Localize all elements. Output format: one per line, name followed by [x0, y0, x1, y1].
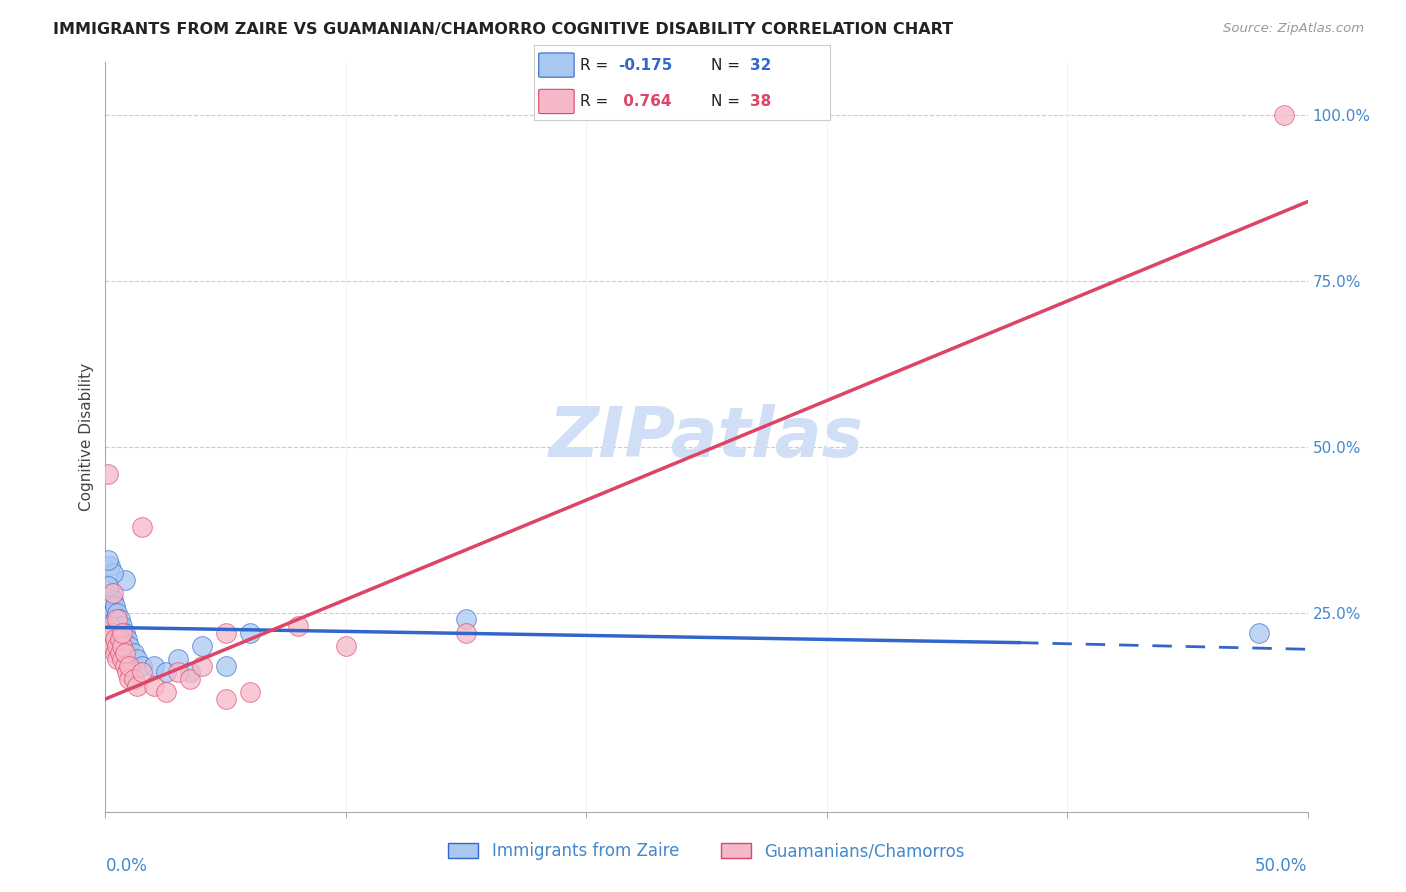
Point [190, 639, 212, 653]
Point [108, 632, 131, 647]
Point [108, 612, 131, 626]
Text: 38: 38 [749, 94, 770, 109]
Point [111, 639, 134, 653]
Point [97, 553, 120, 567]
Text: N =: N = [711, 58, 745, 72]
Point [107, 619, 129, 633]
Legend: Immigrants from Zaire, Guamanians/Chamorros: Immigrants from Zaire, Guamanians/Chamor… [441, 836, 972, 867]
Point [239, 685, 262, 699]
Point [115, 665, 138, 680]
Point [107, 612, 129, 626]
Point [107, 606, 129, 620]
Point [239, 625, 262, 640]
Point [1249, 625, 1271, 640]
Point [118, 672, 141, 686]
Point [98, 559, 121, 574]
Point [101, 586, 124, 600]
Point [108, 646, 131, 660]
Point [98, 586, 121, 600]
Y-axis label: Cognitive Disability: Cognitive Disability [79, 363, 94, 511]
Point [111, 652, 134, 666]
Text: IMMIGRANTS FROM ZAIRE VS GUAMANIAN/CHAMORRO COGNITIVE DISABILITY CORRELATION CHA: IMMIGRANTS FROM ZAIRE VS GUAMANIAN/CHAMO… [53, 22, 953, 37]
Point [111, 625, 134, 640]
Point [179, 665, 201, 680]
FancyBboxPatch shape [538, 53, 574, 78]
Point [101, 625, 124, 640]
Point [142, 658, 165, 673]
Point [214, 658, 236, 673]
Point [124, 672, 146, 686]
Point [114, 573, 136, 587]
Point [98, 619, 121, 633]
Text: Source: ZipAtlas.com: Source: ZipAtlas.com [1223, 22, 1364, 36]
Point [214, 692, 236, 706]
Text: R =: R = [581, 94, 613, 109]
Point [131, 519, 153, 533]
Text: 0.764: 0.764 [619, 94, 672, 109]
Point [104, 646, 127, 660]
Point [97, 625, 120, 640]
Point [101, 592, 124, 607]
Point [454, 612, 477, 626]
Point [155, 685, 177, 699]
Text: N =: N = [711, 94, 745, 109]
Point [166, 665, 188, 680]
Point [179, 672, 201, 686]
Text: 32: 32 [749, 58, 772, 72]
Point [98, 599, 121, 614]
Point [111, 619, 134, 633]
Point [97, 467, 120, 481]
Text: 50.0%: 50.0% [1256, 856, 1308, 875]
Point [98, 632, 121, 647]
Text: 0.0%: 0.0% [105, 856, 148, 875]
Point [115, 632, 138, 647]
Point [124, 646, 146, 660]
Text: ZIPatlas: ZIPatlas [548, 403, 865, 471]
Point [214, 625, 236, 640]
Point [118, 658, 141, 673]
Point [131, 658, 153, 673]
Point [104, 632, 127, 647]
Point [111, 632, 134, 647]
Point [287, 619, 309, 633]
Point [101, 639, 124, 653]
Point [1272, 108, 1295, 122]
Point [166, 652, 188, 666]
Point [335, 639, 357, 653]
Point [114, 658, 136, 673]
Point [155, 665, 177, 680]
Text: R =: R = [581, 58, 613, 72]
Point [114, 646, 136, 660]
Point [190, 658, 212, 673]
Point [114, 625, 136, 640]
Point [97, 579, 120, 593]
Point [118, 639, 141, 653]
Point [107, 652, 129, 666]
Point [104, 612, 127, 626]
Point [101, 566, 124, 580]
Point [131, 665, 153, 680]
Point [101, 606, 124, 620]
Text: -0.175: -0.175 [619, 58, 673, 72]
Point [108, 625, 131, 640]
Point [454, 625, 477, 640]
Point [104, 599, 127, 614]
Point [142, 679, 165, 693]
Point [107, 639, 129, 653]
Point [125, 679, 148, 693]
FancyBboxPatch shape [538, 89, 574, 113]
Point [125, 652, 148, 666]
